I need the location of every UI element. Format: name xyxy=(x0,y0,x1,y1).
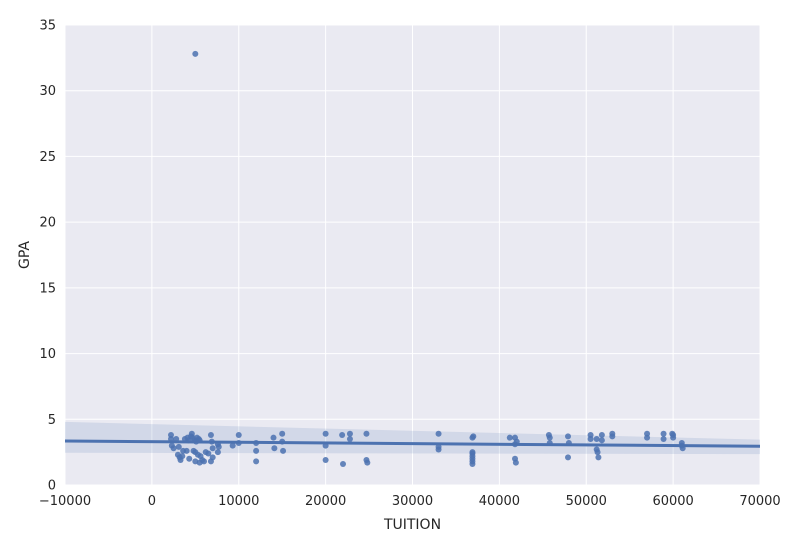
data-point xyxy=(235,432,242,439)
data-point xyxy=(546,439,553,446)
data-point xyxy=(175,443,182,450)
data-point xyxy=(208,438,215,445)
data-point xyxy=(209,445,216,452)
data-point xyxy=(207,432,214,439)
data-point xyxy=(170,445,177,452)
data-point xyxy=(173,436,180,442)
data-point xyxy=(253,447,260,454)
data-point xyxy=(201,458,207,465)
data-point xyxy=(346,430,353,437)
data-point xyxy=(512,459,519,466)
data-point xyxy=(670,432,677,439)
data-point xyxy=(593,436,600,442)
data-point xyxy=(235,439,242,446)
x-tick-label: 40000 xyxy=(479,494,520,509)
data-point xyxy=(546,434,553,441)
x-axis-title: TUITION xyxy=(383,517,441,533)
data-point xyxy=(183,447,190,454)
data-point xyxy=(192,50,199,57)
data-point xyxy=(340,460,346,467)
y-tick-labels: 0 5 10 15 20 25 30 35 xyxy=(39,19,56,494)
data-point xyxy=(565,433,572,440)
data-point xyxy=(364,459,371,466)
data-point xyxy=(209,454,216,461)
y-tick-label: 0 xyxy=(48,479,56,494)
y-tick-label: 25 xyxy=(39,150,56,165)
data-point xyxy=(215,443,222,450)
data-point xyxy=(279,430,286,437)
data-point xyxy=(229,442,236,449)
y-tick-label: 30 xyxy=(39,84,56,99)
y-tick-label: 20 xyxy=(39,216,56,231)
data-point xyxy=(196,437,203,444)
data-point xyxy=(363,430,370,437)
y-tick-label: 35 xyxy=(39,19,56,34)
y-axis-title: GPA xyxy=(17,241,33,269)
data-point xyxy=(179,453,186,460)
data-point xyxy=(609,433,616,440)
data-point xyxy=(279,438,286,445)
data-point xyxy=(679,445,686,452)
regression-line xyxy=(64,439,761,448)
data-point xyxy=(598,432,605,439)
data-point xyxy=(205,450,212,457)
data-point xyxy=(280,447,287,454)
data-point xyxy=(435,430,442,437)
data-point xyxy=(270,434,277,441)
y-tick-label: 15 xyxy=(39,281,56,296)
x-tick-label: 60000 xyxy=(652,494,693,509)
data-point xyxy=(253,439,260,446)
data-point xyxy=(565,439,572,446)
x-tick-label: 50000 xyxy=(566,494,607,509)
data-point xyxy=(322,442,329,449)
x-tick-label: 70000 xyxy=(739,494,780,509)
x-tick-label: 30000 xyxy=(392,494,433,509)
data-point xyxy=(339,432,346,439)
data-point xyxy=(587,436,594,442)
data-point xyxy=(513,438,520,445)
data-point xyxy=(435,446,442,453)
data-point xyxy=(322,457,329,464)
data-point xyxy=(644,434,651,441)
data-point xyxy=(271,445,278,452)
data-point xyxy=(594,449,601,456)
data-point xyxy=(253,458,260,465)
data-point xyxy=(506,434,513,441)
y-tick-label: 5 xyxy=(48,413,56,428)
x-tick-labels: −10000 0 10000 20000 30000 40000 50000 60000 700… xyxy=(39,494,781,509)
x-tick-label: 10000 xyxy=(218,494,259,509)
data-point xyxy=(322,430,329,437)
data-points xyxy=(167,50,686,467)
x-tick-label: 20000 xyxy=(305,494,346,509)
data-point xyxy=(346,436,353,442)
grid-lines xyxy=(64,24,761,486)
data-point xyxy=(660,430,667,437)
data-point xyxy=(469,460,476,467)
data-point xyxy=(565,454,572,461)
data-point xyxy=(660,436,667,442)
data-point xyxy=(598,437,605,444)
data-point xyxy=(595,454,602,461)
data-point xyxy=(214,449,221,456)
data-point xyxy=(167,436,174,442)
x-tick-label: −10000 xyxy=(39,494,91,509)
x-tick-label: 0 xyxy=(148,494,156,509)
data-point xyxy=(470,433,477,440)
data-point xyxy=(186,455,193,462)
y-tick-label: 10 xyxy=(39,347,56,362)
